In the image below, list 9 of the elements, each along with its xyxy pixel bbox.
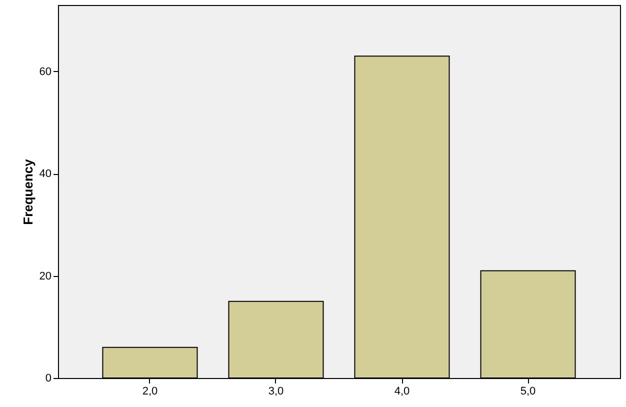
y-tick-label: 0 — [45, 372, 52, 384]
x-tick-label: 5,0 — [520, 386, 536, 398]
y-axis-title: Frequency — [20, 158, 36, 225]
x-tick-label: 4,0 — [394, 386, 410, 398]
x-tick-label: 2,0 — [142, 386, 158, 398]
y-tick-label: 20 — [39, 270, 52, 282]
y-tick-label: 60 — [39, 66, 52, 78]
x-tick-label: 3,0 — [268, 386, 284, 398]
y-tick-label: 40 — [39, 168, 52, 180]
